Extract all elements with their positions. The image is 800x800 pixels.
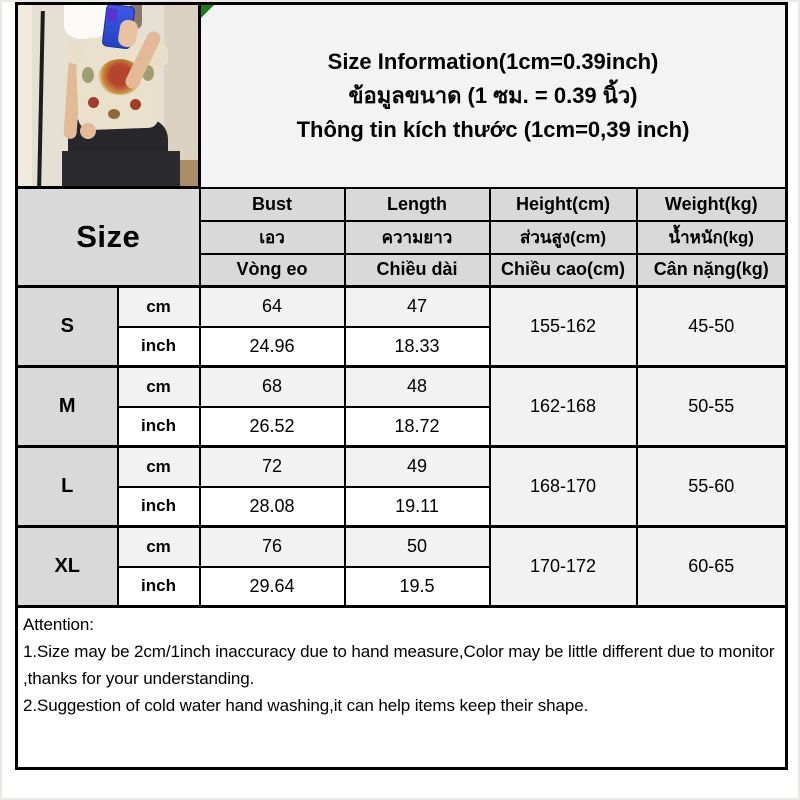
table-row-m-cm: M cm 68 48 162-168 50-55 <box>15 365 788 448</box>
table-row-xl-inch: inch 29.64 19.5 <box>17 566 787 608</box>
column-header-length-vi: Chiều dài <box>343 252 491 288</box>
crop-top-print-dot <box>88 97 99 108</box>
phone-camera <box>106 7 118 22</box>
bust-inch-l: 28.08 <box>198 486 346 528</box>
weight-range-m: 50-55 <box>635 365 788 448</box>
column-header-height-th: ส่วนสูง(cm) <box>488 219 638 255</box>
weight-range-s: 45-50 <box>635 285 788 368</box>
attention-note-1: 1.Size may be 2cm/1inch inaccuracy due t… <box>23 642 775 688</box>
length-inch-xl: 19.5 <box>343 566 491 608</box>
table-row-s-inch: inch 24.96 18.33 <box>17 326 787 368</box>
length-cm-xl: 50 <box>343 525 491 568</box>
column-header-bust-vi: Vòng eo <box>198 252 346 288</box>
size-label-l: L <box>15 445 119 528</box>
unit-label-cm: cm <box>116 285 201 328</box>
column-header-weight-th: น้ำหนัก(kg) <box>635 219 788 255</box>
table-row-s-cm: S cm 64 47 155-162 45-50 <box>15 285 788 368</box>
bust-cm-s: 64 <box>198 285 346 328</box>
title-block: Size Information(1cm=0.39inch) ข้อมูลขนา… <box>198 2 788 189</box>
model-sleeve-left <box>66 41 85 64</box>
crop-top-print-dot <box>130 99 141 110</box>
column-header-bust-en: Bust <box>198 186 346 222</box>
size-label-m: M <box>15 365 119 448</box>
unit-label-cm: cm <box>116 365 201 408</box>
bust-inch-m: 26.52 <box>198 406 346 448</box>
height-range-m: 162-168 <box>488 365 638 448</box>
column-header-weight-vi: Cân nặng(kg) <box>635 252 788 288</box>
photo-wall-left <box>18 5 32 186</box>
size-label-xl: XL <box>15 525 119 608</box>
height-range-s: 155-162 <box>488 285 638 368</box>
column-header-weight-en: Weight(kg) <box>635 186 788 222</box>
title-thai: ข้อมูลขนาด (1 ซม. = 0.39 นิ้ว) <box>348 82 638 108</box>
weight-range-l: 55-60 <box>635 445 788 528</box>
table-row-l-inch: inch 28.08 19.11 <box>17 486 787 528</box>
length-cm-l: 49 <box>343 445 491 488</box>
mirror-stand <box>37 10 45 186</box>
length-inch-l: 19.11 <box>343 486 491 528</box>
table-row-l-cm: L cm 72 49 168-170 55-60 <box>15 445 788 528</box>
length-cm-s: 47 <box>343 285 491 328</box>
size-label-s: S <box>15 285 119 368</box>
height-range-xl: 170-172 <box>488 525 638 608</box>
bust-cm-l: 72 <box>198 445 346 488</box>
weight-range-xl: 60-65 <box>635 525 788 608</box>
bust-inch-xl: 29.64 <box>198 566 346 608</box>
title-english: Size Information(1cm=0.39inch) <box>327 48 659 74</box>
unit-label-cm: cm <box>116 525 201 568</box>
length-inch-m: 18.72 <box>343 406 491 448</box>
unit-label-inch: inch <box>116 566 201 608</box>
column-header-length-en: Length <box>343 186 491 222</box>
size-header-cell: Size <box>15 186 201 288</box>
attention-notes: Attention: 1.Size may be 2cm/1inch inacc… <box>15 605 788 770</box>
unit-label-cm: cm <box>116 445 201 488</box>
table-row-m-inch: inch 26.52 18.72 <box>17 406 787 448</box>
size-information-table: Size Information(1cm=0.39inch) ข้อมูลขนา… <box>15 2 788 770</box>
bust-cm-xl: 76 <box>198 525 346 568</box>
green-corner-marker-icon <box>201 5 214 18</box>
column-header-bust-th: เอว <box>198 219 346 255</box>
model-hand-in-pocket <box>80 123 96 139</box>
unit-label-inch: inch <box>116 486 201 528</box>
length-inch-s: 18.33 <box>343 326 491 368</box>
unit-label-inch: inch <box>116 406 201 448</box>
crop-top-print-dot <box>108 109 120 119</box>
table-row-xl-cm: XL cm 76 50 170-172 60-65 <box>15 525 788 608</box>
title-vietnamese: Thông tin kích thước (1cm=0,39 inch) <box>296 116 690 142</box>
bust-cm-m: 68 <box>198 365 346 408</box>
unit-label-inch: inch <box>116 326 201 368</box>
crop-top-motif <box>82 67 94 83</box>
column-header-length-th: ความยาว <box>343 219 491 255</box>
product-photo <box>15 2 201 189</box>
column-header-height-vi: Chiều cao(cm) <box>488 252 638 288</box>
bust-inch-s: 24.96 <box>198 326 346 368</box>
model-pants-lower <box>62 151 180 186</box>
height-range-l: 168-170 <box>488 445 638 528</box>
attention-note-2: 2.Suggestion of cold water hand washing,… <box>23 696 589 715</box>
column-header-height-en: Height(cm) <box>488 186 638 222</box>
length-cm-m: 48 <box>343 365 491 408</box>
attention-heading: Attention: <box>23 615 94 634</box>
photo-light <box>64 5 108 39</box>
